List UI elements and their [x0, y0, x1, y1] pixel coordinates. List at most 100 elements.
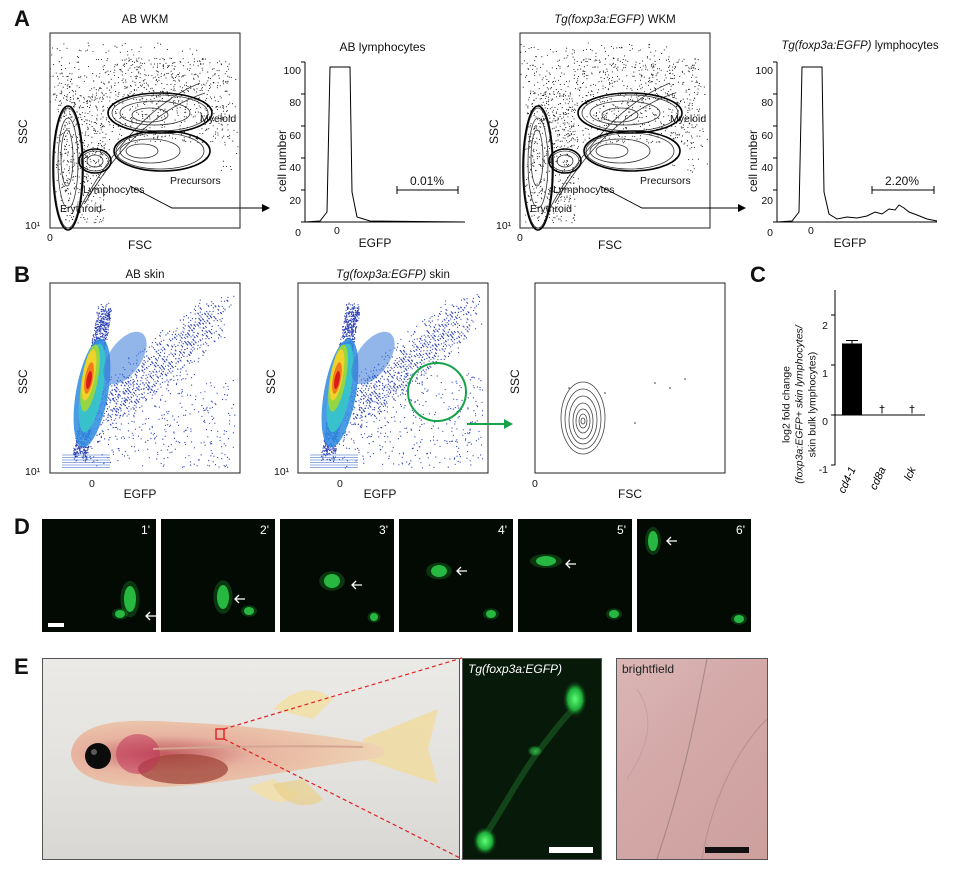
- tg-lymph-ytick: 0: [767, 227, 773, 240]
- tg-skin-title-italic: Tg(foxp3a:EGFP): [336, 269, 427, 281]
- timelapse-frame: 4': [399, 519, 513, 632]
- ab-lymph-yticks: 100 80 60 40 20 0: [283, 55, 301, 249]
- tg-lymph-title-italic: Tg(foxp3a:EGFP): [781, 40, 872, 52]
- timelapse-frame: 3': [280, 519, 394, 632]
- tg-lymph-xlabel: EGFP: [833, 236, 867, 250]
- ab-lymph-title: AB lymphocytes: [339, 40, 426, 54]
- ab-lymph-histogram: [301, 61, 466, 223]
- tg-wkm-xtick: 0: [517, 232, 523, 244]
- tg-lymph-title: Tg(foxp3a:EGFP) lymphocytes: [760, 40, 960, 52]
- tg-skin-ytick: 10¹: [274, 466, 290, 478]
- fluorescence-cells: [473, 681, 593, 855]
- ab-wkm-gate-precursors: Precursors: [170, 175, 221, 187]
- gated-xlabel: FSC: [618, 487, 642, 501]
- ab-skin-density-plot: [49, 282, 241, 474]
- tg-lymph-ytick: 100: [755, 65, 773, 77]
- ab-lymph-ytick: 100: [283, 65, 301, 77]
- fluorescence-image: Tg(foxp3a:EGFP): [462, 658, 602, 860]
- brightfield-image: brightfield: [616, 658, 768, 860]
- tg-skin-xtick: 0: [337, 478, 343, 490]
- c-ytick: 1: [822, 368, 828, 380]
- frame-cells: [319, 571, 381, 623]
- ab-lymph-ytick: 60: [289, 129, 301, 142]
- error-bar-cd4-1: [846, 340, 858, 344]
- panel-label-e: E: [14, 654, 29, 679]
- ab-wkm-gate-myeloid: Myeloid: [200, 113, 237, 125]
- tg-skin-density-plot: [297, 282, 489, 474]
- ab-lymph-ytick: 0: [295, 227, 301, 240]
- timelapse-frame: 2': [161, 519, 275, 632]
- tg-wkm-gate-lymphocytes: Lymphocytes: [553, 184, 615, 196]
- ab-wkm-gate-lymphocytes: Lymphocytes: [83, 184, 145, 196]
- tg-lymph-ytick: 80: [761, 97, 773, 110]
- tg-lymph-title-rest: lymphocytes: [871, 40, 939, 52]
- tg-wkm-title: Tg(foxp3a:EGFP) WKM: [520, 14, 710, 26]
- ab-lymph-ytick: 80: [289, 97, 301, 110]
- ab-skin-xlabel: EGFP: [123, 487, 157, 501]
- ab-lymph-ytick: 40: [289, 162, 301, 175]
- gated-xtick: 0: [532, 478, 538, 490]
- ab-wkm-xtick: 0: [47, 232, 53, 244]
- brightfield-texture: [626, 659, 767, 859]
- tg-wkm-title-rest: WKM: [644, 14, 676, 26]
- frame-time-label: 3': [379, 523, 388, 537]
- ab-lymph-xtick: 0: [334, 225, 340, 237]
- ab-lymph-gate-pct: 0.01%: [410, 174, 445, 188]
- tg-wkm-xlabel: FSC: [598, 238, 622, 252]
- frame-time-label: 2': [260, 523, 269, 537]
- fluorescence-title: Tg(foxp3a:EGFP): [468, 662, 563, 676]
- ab-wkm-title: AB WKM: [121, 14, 169, 26]
- ab-wkm-plot: [49, 32, 241, 231]
- frame-cells: [645, 527, 747, 625]
- tg-lymph-histogram: [773, 61, 938, 223]
- tg-skin-title: Tg(foxp3a:EGFP) skin: [298, 269, 488, 281]
- tg-skin-xlabel: EGFP: [363, 487, 397, 501]
- c-ytick: 0: [822, 416, 828, 428]
- tg-wkm-title-italic: Tg(foxp3a:EGFP): [554, 14, 645, 26]
- frame-time-label: 6': [736, 523, 745, 537]
- fish-photo: [42, 658, 460, 860]
- panel-label-c: C: [750, 262, 766, 287]
- tg-wkm-ytick: 10¹: [496, 220, 512, 232]
- tg-skin-title-rest: skin: [426, 269, 450, 281]
- dagger-lck: †: [909, 403, 915, 416]
- tg-wkm-gate-erythroid: Erythroid: [530, 203, 573, 215]
- frame-cells: [213, 580, 257, 617]
- bar-cd4-1: [842, 343, 862, 415]
- ab-wkm-ytick: 10¹: [25, 220, 41, 232]
- ab-lymph-ytick: 20: [289, 194, 301, 207]
- tg-wkm-gate-precursors: Precursors: [640, 175, 691, 187]
- c-ytick: 2: [822, 320, 828, 332]
- ab-wkm-xlabel: FSC: [128, 238, 152, 252]
- frame-time-label: 4': [498, 523, 507, 537]
- frame-cells: [426, 562, 499, 620]
- timelapse-frame: 6': [637, 519, 751, 632]
- panel-label-a: A: [14, 6, 30, 31]
- tg-lymph-ytick: 20: [761, 194, 773, 207]
- panel-label-b: B: [14, 262, 30, 287]
- gated-contour-plot: [534, 282, 726, 474]
- tg-wkm-gate-myeloid: Myeloid: [670, 113, 707, 125]
- dagger-cd8a: †: [879, 403, 885, 416]
- frame-cells: [48, 580, 156, 627]
- tg-lymph-xtick: 0: [808, 225, 814, 237]
- ab-lymph-xlabel: EGFP: [358, 236, 392, 250]
- ab-wkm-gate-erythroid: Erythroid: [60, 203, 103, 215]
- brightfield-title: brightfield: [622, 662, 675, 676]
- tg-lymph-ytick: 60: [761, 129, 773, 142]
- tg-lymph-gate-pct: 2.20%: [885, 174, 920, 188]
- frame-time-label: 1': [141, 523, 150, 537]
- frame-cells: [530, 554, 622, 620]
- c-yticks: 2 1 0 -1: [814, 302, 828, 494]
- c-category-label: lck: [902, 465, 919, 483]
- ab-skin-ytick: 10¹: [25, 466, 41, 478]
- tg-lymph-ytick: 40: [761, 162, 773, 175]
- timelapse-frame: 5': [518, 519, 632, 632]
- panel-label-d: D: [14, 514, 30, 539]
- ab-skin-title: AB skin: [125, 269, 165, 281]
- timelapse-frame: 1': [42, 519, 156, 632]
- c-ytick: -1: [818, 464, 828, 476]
